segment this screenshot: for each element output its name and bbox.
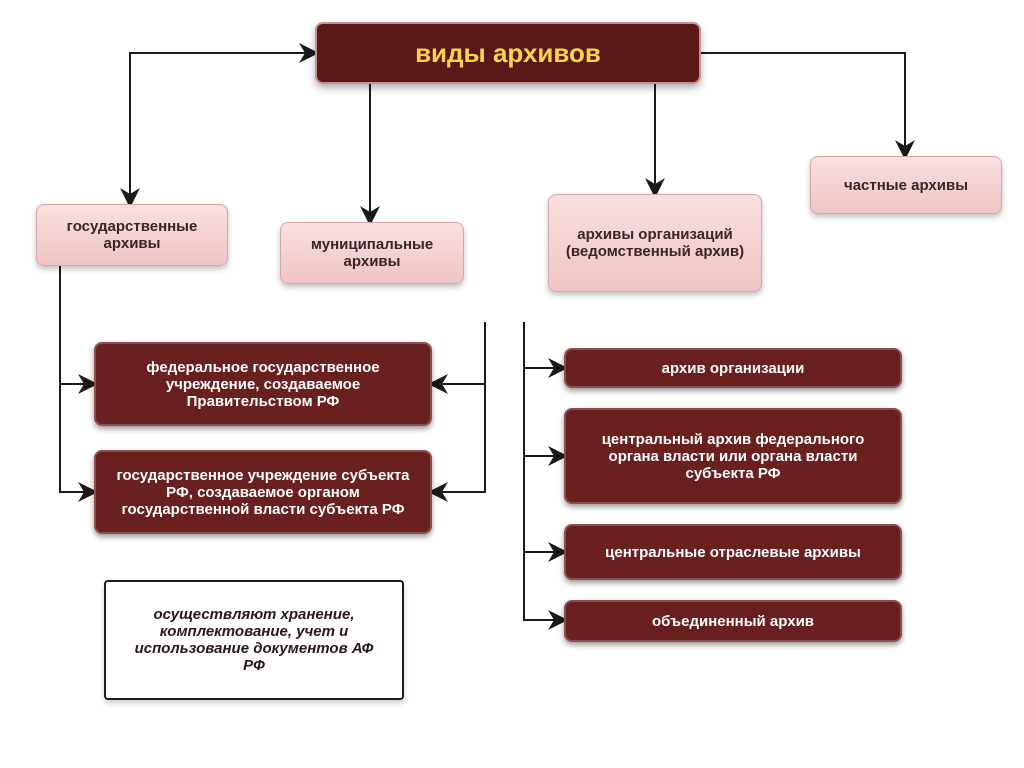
- node-label: государственные архивы: [49, 218, 215, 252]
- node-label: центральный архив федерального органа вл…: [580, 431, 886, 482]
- node-label: государственное учреждение субъекта РФ, …: [110, 467, 416, 518]
- node-label: федеральное государственное учреждение, …: [110, 359, 416, 410]
- node-central-federal-archive: центральный архив федерального органа вл…: [564, 408, 902, 504]
- node-central-branch-archives: центральные отраслевые архивы: [564, 524, 902, 580]
- node-label: объединенный архив: [652, 613, 814, 630]
- node-municipal-archives: муниципальные архивы: [280, 222, 464, 284]
- diagram-title: виды архивов: [315, 22, 701, 84]
- node-label: частные архивы: [844, 177, 968, 194]
- node-archive-of-organization: архив организации: [564, 348, 902, 388]
- node-federal-institution: федеральное государственное учреждение, …: [94, 342, 432, 426]
- note-text: осуществляют хранение, комплектование, у…: [122, 606, 386, 674]
- node-state-archives: государственные архивы: [36, 204, 228, 266]
- node-label: центральные отраслевые архивы: [605, 544, 861, 561]
- node-org-archives: архивы организаций (ведомственный архив): [548, 194, 762, 292]
- node-label: муниципальные архивы: [293, 236, 451, 270]
- node-united-archive: объединенный архив: [564, 600, 902, 642]
- node-label: архив организации: [662, 360, 805, 377]
- note-box: осуществляют хранение, комплектование, у…: [104, 580, 404, 700]
- node-label: архивы организаций (ведомственный архив): [561, 226, 749, 260]
- node-subject-institution: государственное учреждение субъекта РФ, …: [94, 450, 432, 534]
- title-text: виды архивов: [415, 38, 601, 69]
- node-private-archives: частные архивы: [810, 156, 1002, 214]
